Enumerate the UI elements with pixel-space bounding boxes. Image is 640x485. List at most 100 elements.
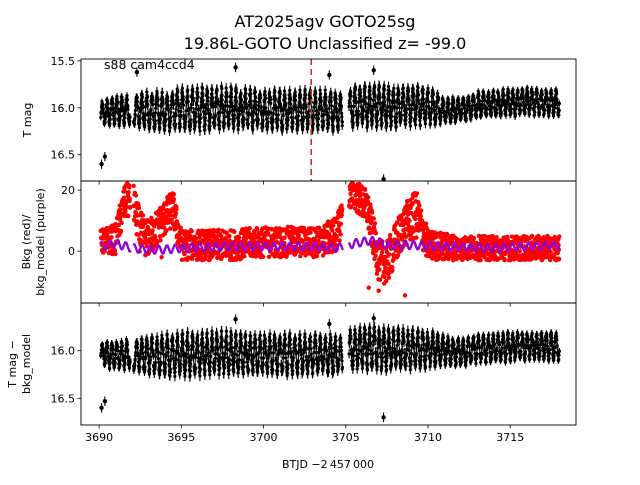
data-point bbox=[230, 88, 233, 91]
data-point bbox=[223, 122, 226, 125]
data-point bbox=[376, 113, 379, 116]
data-point bbox=[485, 113, 488, 116]
data-point bbox=[337, 117, 340, 120]
data-point bbox=[322, 120, 325, 123]
data-point bbox=[156, 104, 159, 107]
data-point bbox=[242, 124, 245, 127]
data-point bbox=[102, 107, 105, 110]
data-point bbox=[538, 105, 541, 108]
data-point bbox=[169, 126, 172, 129]
data-point bbox=[517, 91, 520, 94]
data-point bbox=[139, 117, 142, 120]
data-point bbox=[376, 120, 379, 123]
data-point bbox=[493, 99, 496, 102]
bkg-point bbox=[137, 206, 141, 210]
data-point bbox=[400, 114, 403, 117]
data-point bbox=[192, 99, 195, 102]
data-point bbox=[514, 112, 517, 115]
data-point bbox=[179, 125, 182, 128]
bkg-point bbox=[182, 252, 186, 256]
data-point bbox=[279, 92, 282, 95]
bkg-point bbox=[169, 218, 173, 222]
data-point bbox=[213, 123, 216, 126]
data-point bbox=[352, 114, 355, 117]
data-point bbox=[383, 88, 386, 91]
data-point bbox=[134, 109, 137, 112]
data-point bbox=[312, 123, 315, 126]
data-point bbox=[273, 90, 276, 93]
data-point bbox=[500, 111, 503, 114]
data-point bbox=[366, 120, 369, 123]
data-point bbox=[536, 91, 539, 94]
data-point bbox=[232, 125, 235, 128]
data-point bbox=[109, 118, 112, 121]
sector-annotation: s88 cam4ccd4 bbox=[104, 57, 195, 72]
data-point bbox=[485, 108, 488, 111]
data-point bbox=[106, 102, 109, 105]
bkg-point bbox=[158, 238, 162, 242]
outlier-point bbox=[327, 73, 331, 77]
bkg-point bbox=[150, 228, 154, 232]
data-point bbox=[335, 101, 338, 104]
data-point bbox=[498, 99, 501, 102]
data-point bbox=[495, 108, 498, 111]
data-point bbox=[214, 114, 217, 117]
bkg-point bbox=[168, 226, 172, 230]
outlier-point bbox=[233, 65, 237, 69]
data-point bbox=[242, 117, 245, 120]
data-point bbox=[475, 114, 478, 117]
data-point bbox=[502, 94, 505, 97]
bkg-point bbox=[123, 209, 127, 213]
data-point bbox=[300, 111, 303, 114]
data-point bbox=[490, 106, 493, 109]
data-point bbox=[287, 118, 290, 121]
data-point bbox=[390, 107, 393, 110]
data-point bbox=[422, 88, 425, 91]
bkg-point bbox=[127, 185, 131, 189]
data-point bbox=[340, 104, 343, 107]
data-point bbox=[136, 106, 139, 109]
data-point bbox=[208, 125, 211, 128]
data-point bbox=[385, 121, 388, 124]
data-point bbox=[211, 88, 214, 91]
data-point bbox=[447, 102, 450, 105]
data-point bbox=[264, 97, 267, 100]
data-point bbox=[304, 93, 307, 96]
data-point bbox=[292, 116, 295, 119]
data-point bbox=[373, 86, 376, 89]
data-point bbox=[349, 94, 352, 97]
data-point bbox=[141, 106, 144, 109]
data-point bbox=[424, 116, 427, 119]
data-point bbox=[397, 93, 400, 96]
data-point bbox=[149, 108, 152, 111]
data-point bbox=[154, 119, 157, 122]
data-point bbox=[558, 109, 561, 112]
data-point bbox=[354, 88, 357, 91]
data-point bbox=[407, 89, 410, 92]
bkg-point bbox=[126, 214, 130, 218]
data-point bbox=[161, 102, 164, 105]
data-point bbox=[121, 99, 124, 102]
data-point bbox=[282, 114, 285, 117]
data-point bbox=[197, 95, 200, 98]
data-point bbox=[523, 112, 526, 115]
data-point bbox=[235, 91, 238, 94]
data-point bbox=[312, 114, 315, 117]
data-point bbox=[216, 89, 219, 92]
data-point bbox=[126, 98, 129, 101]
data-point bbox=[541, 93, 544, 96]
data-point bbox=[417, 86, 420, 89]
data-point bbox=[114, 117, 117, 120]
data-point bbox=[247, 123, 250, 126]
data-point bbox=[369, 97, 372, 100]
data-point bbox=[429, 118, 432, 121]
data-point bbox=[369, 89, 372, 92]
data-point bbox=[198, 129, 201, 132]
data-point bbox=[422, 102, 425, 105]
data-point bbox=[529, 103, 532, 106]
bkg-point bbox=[134, 193, 138, 197]
data-point bbox=[187, 112, 190, 115]
data-point bbox=[512, 96, 515, 99]
data-point bbox=[146, 103, 149, 106]
